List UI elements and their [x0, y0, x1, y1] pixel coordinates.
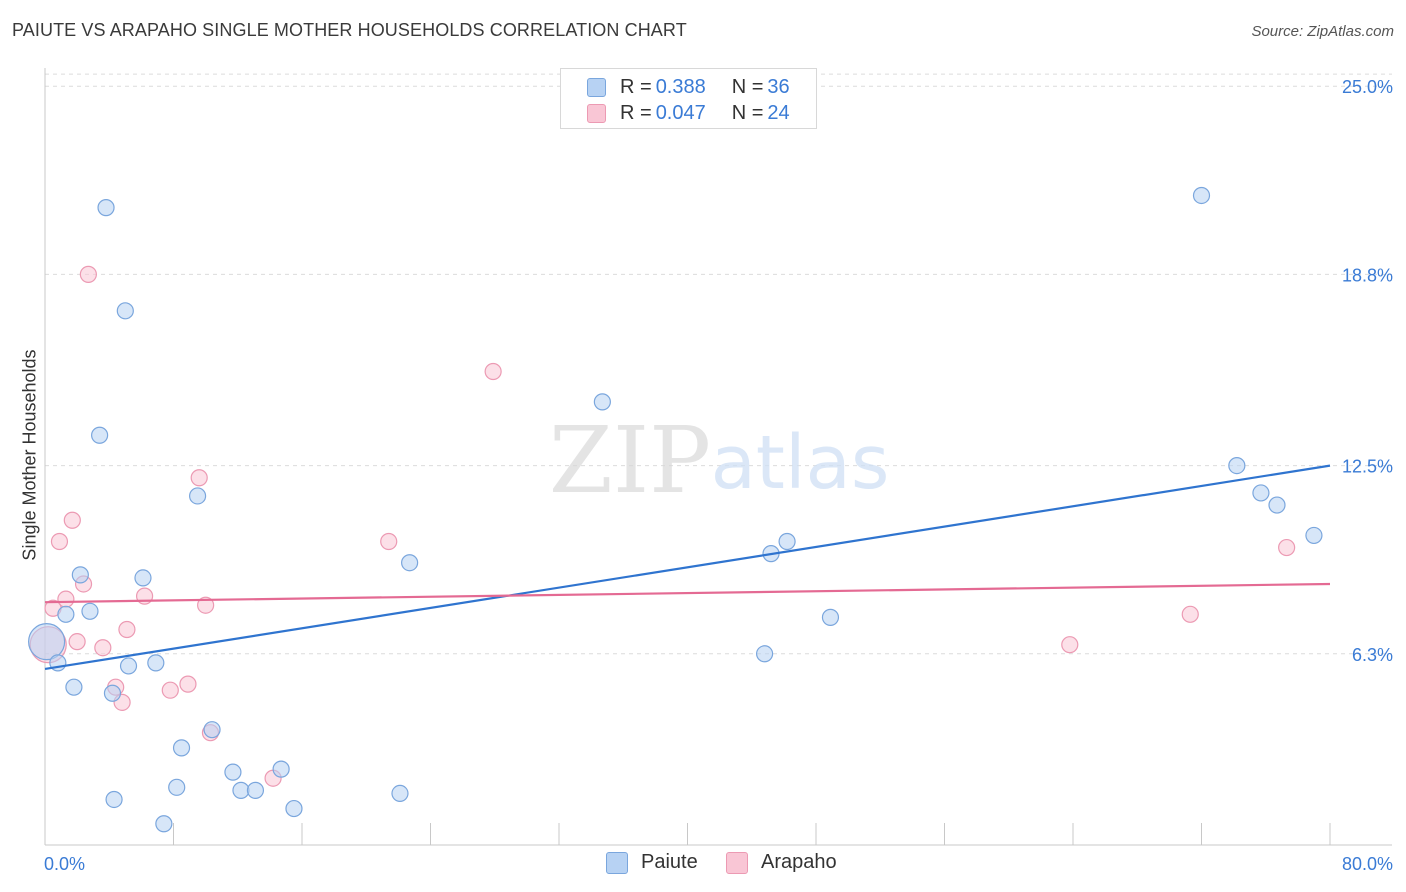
source-credit: Source: ZipAtlas.com	[1251, 23, 1394, 40]
paiute-point	[28, 623, 66, 661]
y-tick-label: 18.8%	[1342, 265, 1393, 285]
paiute-point	[81, 602, 99, 620]
paiute-point	[285, 799, 303, 818]
paiute-point	[821, 608, 840, 626]
paiute-point	[778, 532, 796, 551]
series-legend: Paiute Arapaho	[0, 851, 1406, 877]
paiute-point	[155, 815, 173, 833]
series-legend-arapaho[interactable]: Arapaho	[726, 851, 837, 874]
paiute-point	[91, 426, 109, 444]
y-tick-label: 25.0%	[1342, 77, 1393, 97]
paiute-point	[755, 645, 774, 663]
arapaho-swatch	[587, 103, 606, 123]
paiute-point	[1305, 526, 1323, 545]
paiute-point	[1268, 496, 1286, 514]
paiute-point	[172, 739, 191, 757]
legend-n-label: N =	[731, 75, 764, 98]
paiute-point	[1192, 186, 1211, 205]
paiute-point	[401, 554, 419, 572]
arapaho-point	[179, 675, 197, 693]
arapaho-trend-line	[44, 582, 1331, 604]
paiute-point	[147, 654, 165, 672]
arapaho-legend-swatch	[726, 851, 748, 874]
arapaho-point	[94, 639, 112, 657]
legend-r-label: R =	[620, 75, 652, 98]
x-tick-label: 80.0%	[1342, 854, 1393, 874]
legend-row-arapaho: R = 0.047 N = 24	[587, 101, 790, 125]
paiute-point	[105, 790, 123, 809]
paiute-legend-swatch	[606, 851, 628, 874]
paiute-point	[134, 569, 152, 587]
arapaho-point	[484, 362, 502, 381]
paiute-point	[232, 781, 250, 799]
legend-n-label: N =	[731, 101, 764, 124]
correlation-legend: R = 0.388 N = 36 R = 0.047 N = 24	[560, 68, 817, 129]
paiute-point	[224, 763, 242, 781]
arapaho-point	[1181, 605, 1199, 623]
y-tick-label: 12.5%	[1342, 457, 1393, 477]
arapaho-point	[1061, 636, 1079, 654]
legend-r-label: R =	[620, 101, 652, 124]
arapaho-point	[190, 469, 208, 487]
tick-labels: 6.3% 12.5% 18.8% 25.0% 0.0% 80.0%	[44, 77, 1393, 874]
arapaho-point	[79, 265, 97, 283]
paiute-point	[593, 393, 611, 411]
arapaho-point	[68, 633, 86, 651]
scatter-points	[28, 186, 1323, 833]
arapaho-point	[118, 620, 136, 639]
paiute-point	[97, 199, 115, 217]
paiute-swatch	[587, 77, 606, 97]
paiute-point	[1228, 457, 1246, 475]
paiute-point	[65, 678, 83, 696]
paiute-point	[188, 487, 207, 505]
legend-n-value: 36	[767, 75, 790, 98]
arapaho-point	[50, 532, 69, 551]
paiute-point	[103, 684, 122, 702]
legend-n-value: 24	[767, 101, 790, 124]
paiute-point	[246, 781, 265, 799]
series-legend-paiute[interactable]: Paiute	[606, 851, 698, 874]
arapaho-point	[63, 511, 81, 529]
series-name: Arapaho	[761, 851, 837, 873]
trend-lines	[44, 464, 1331, 671]
watermark-zip: ZIP	[549, 407, 711, 514]
axes	[44, 68, 1392, 846]
x-tick-label: 0.0%	[44, 854, 85, 874]
paiute-point	[71, 566, 89, 584]
arapaho-point	[161, 681, 179, 699]
paiute-point	[203, 721, 221, 739]
paiute-point	[1252, 484, 1270, 502]
chart-title: PAIUTE VS ARAPAHO SINGLE MOTHER HOUSEHOL…	[12, 20, 687, 40]
paiute-point	[272, 760, 290, 778]
arapaho-point	[197, 596, 215, 614]
paiute-point	[391, 784, 409, 803]
watermark-atlas: atlas	[711, 420, 890, 506]
arapaho-point	[1278, 538, 1296, 557]
arapaho-point	[380, 532, 398, 551]
paiute-point	[168, 778, 186, 796]
paiute-point	[57, 605, 75, 623]
paiute-point	[116, 302, 134, 320]
y-tick-label: 6.3%	[1352, 645, 1393, 665]
arapaho-point	[57, 590, 75, 608]
legend-r-value: 0.388	[655, 75, 706, 98]
paiute-point	[119, 657, 138, 675]
legend-r-value: 0.047	[655, 101, 706, 124]
y-axis-label: Single Mother Households	[19, 349, 40, 561]
paiute-trend-line	[44, 464, 1331, 671]
series-name: Paiute	[641, 851, 698, 873]
grid-lines	[45, 73, 1392, 655]
legend-row-paiute: R = 0.388 N = 36	[587, 75, 790, 99]
